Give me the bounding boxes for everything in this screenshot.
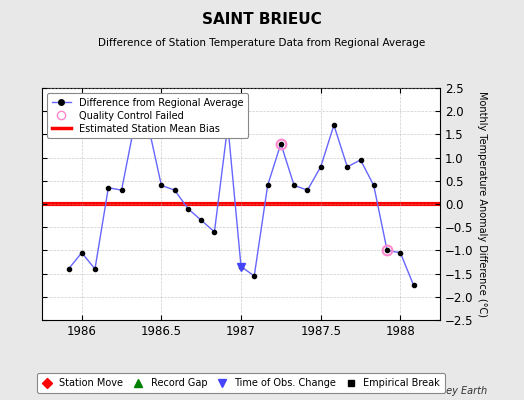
Text: Difference of Station Temperature Data from Regional Average: Difference of Station Temperature Data f… (99, 38, 425, 48)
Legend: Difference from Regional Average, Quality Control Failed, Estimated Station Mean: Difference from Regional Average, Qualit… (47, 93, 248, 138)
Text: SAINT BRIEUC: SAINT BRIEUC (202, 12, 322, 27)
Text: Berkeley Earth: Berkeley Earth (415, 386, 487, 396)
Y-axis label: Monthly Temperature Anomaly Difference (°C): Monthly Temperature Anomaly Difference (… (477, 91, 487, 317)
Legend: Station Move, Record Gap, Time of Obs. Change, Empirical Break: Station Move, Record Gap, Time of Obs. C… (37, 374, 445, 393)
